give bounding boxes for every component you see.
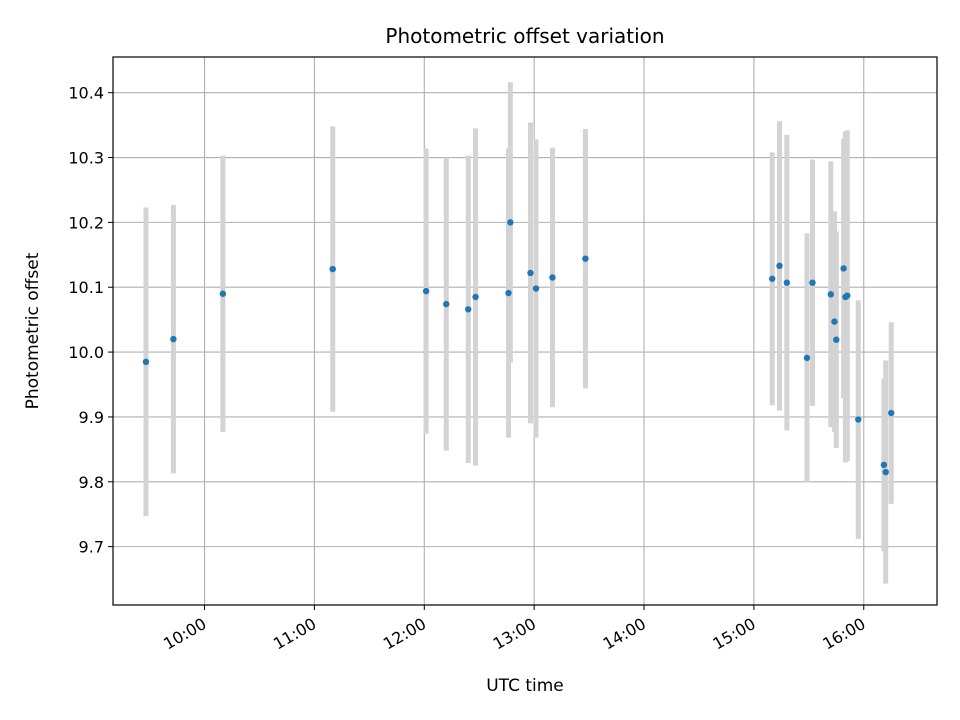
data-point [827,291,834,298]
y-tick-label: 9.9 [79,408,104,427]
chart-title: Photometric offset variation [385,24,664,48]
data-point [769,275,776,282]
data-point [472,293,479,301]
y-tick-label: 10.3 [68,149,104,168]
y-tick-label: 9.8 [79,473,104,492]
data-point [888,409,895,417]
data-points [142,219,895,476]
data-point [803,354,811,362]
data-point [776,262,783,270]
y-tick-label: 10.4 [68,84,104,103]
data-point [329,265,336,273]
data-point [882,468,889,476]
data-point [783,279,791,286]
data-point [831,318,838,325]
data-point [532,285,540,292]
data-point [505,289,512,297]
y-axis-label: Photometric offset [23,252,43,409]
plot-area-frame [112,56,938,606]
data-point [422,287,430,295]
y-tick-label: 9.7 [79,538,104,557]
data-point [855,416,862,423]
data-point [507,219,514,226]
data-point [833,336,840,343]
data-point [549,274,556,281]
data-point [465,306,472,313]
data-point [880,461,888,469]
x-axis-label: UTC time [486,676,564,696]
data-point [170,335,177,343]
grid-lines [113,57,937,605]
data-point [527,269,534,277]
data-point [809,279,816,286]
data-point [582,255,589,262]
y-tick-label: 10.2 [68,213,104,232]
y-tick-label: 10.0 [68,343,104,362]
data-point [443,300,450,308]
y-tick-label: 10.1 [68,278,104,297]
data-point [840,265,847,272]
data-point [142,358,150,366]
data-point [219,290,227,297]
data-point [844,292,851,299]
